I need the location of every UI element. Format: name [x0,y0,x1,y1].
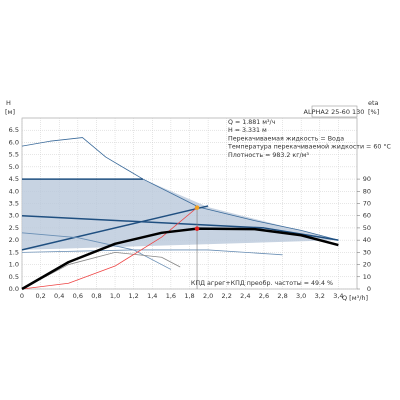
y2-tick-label: 90 [363,175,371,183]
info-line: Q = 1.881 м³/ч [228,119,276,126]
x-tick-label: 2,4 [240,292,250,300]
x-tick-label: 2,0 [203,292,213,300]
y-tick-label: 4.0 [9,187,19,195]
y-label: H [6,99,11,107]
x-tick-label: 3,4 [333,292,343,300]
y-tick-label: 1.0 [9,261,19,269]
y2-tick-label: 40 [363,236,371,244]
x-tick-label: 1,2 [128,292,138,300]
y-unit: [м] [5,108,15,116]
y-tick-label: 3.0 [9,212,19,220]
model: ALPHA2 25-60 130 [304,108,365,116]
x-label: Q [м³/h] [342,294,368,302]
x-tick-label: 2,6 [259,292,269,300]
y2-tick-label: 20 [363,261,371,269]
x-tick-label: 1,8 [184,292,194,300]
x-tick-label: 3,2 [315,292,325,300]
y2-tick-label: 0 [367,285,371,293]
y2-tick-label: 60 [363,212,371,220]
curve [21,214,339,241]
x-tick-label: 0,8 [91,292,101,300]
y-tick-label: 1.5 [9,248,19,256]
y-tick-label: 0.0 [9,285,19,293]
info-line: Плотность = 983.2 кг/м³ [228,152,309,159]
y-tick-label: 5.0 [9,163,19,171]
footer: КПД агрег+КПД преобр. частоты = 49.4 % [191,279,333,287]
model-box [311,105,358,118]
y2-unit: [%] [368,108,379,116]
operating-point [194,205,200,210]
curve [21,207,198,290]
x-tick-label: 2,2 [222,292,232,300]
x-tick-label: 1,4 [147,292,157,300]
x-tick-label: 1,0 [110,292,120,300]
x-tick-label: 0,4 [54,292,64,300]
y-tick-label: 2.0 [9,236,19,244]
x-tick-label: 0,6 [73,292,83,300]
x-tick-label: 1,6 [166,292,176,300]
area [22,179,339,250]
y2-tick-label: 30 [363,248,371,256]
x-tick-label: 3,0 [296,292,306,300]
y-tick-label: 0.5 [9,273,19,281]
y-tick-label: 6.5 [9,126,19,134]
info-line: H = 3.331 м [228,127,267,134]
x-tick-label: 2,8 [277,292,287,300]
x-tick-label: 0,2 [35,292,45,300]
y2-label: eta [368,99,379,107]
y-tick-label: 4.5 [9,175,19,183]
curve [21,249,283,256]
y2-tick-label: 70 [363,200,371,208]
info-line: Перекачиваемая жидкость = Вода [228,135,344,142]
y2-tick-label: 10 [363,273,371,281]
x-tick-label: 0 [20,292,24,300]
curve [21,205,209,251]
y2-tick-label: 80 [363,187,371,195]
y-tick-label: 2.5 [9,224,19,232]
curve [21,227,339,291]
y2-tick-label: 50 [363,224,371,232]
curve [21,232,172,270]
y-tick-label: 6.0 [9,138,19,146]
curve [21,251,181,290]
info-line: Температура перекачиваемой жидкости = 60… [227,143,391,151]
operating-point [194,226,200,231]
y-tick-label: 5.5 [9,151,19,159]
y-tick-label: 3.5 [9,200,19,208]
